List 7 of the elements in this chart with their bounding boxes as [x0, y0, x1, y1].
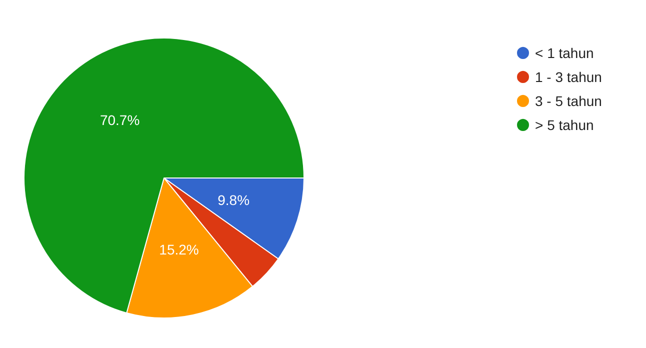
data-label: 15.2% — [159, 241, 199, 258]
legend-label: 3 - 5 tahun — [535, 93, 602, 109]
data-label: 9.8% — [218, 192, 250, 208]
legend-label: > 5 tahun — [535, 117, 594, 133]
data-label: 70.7% — [100, 112, 140, 128]
legend-label: 1 - 3 tahun — [535, 69, 602, 85]
legend-label: < 1 tahun — [535, 45, 594, 61]
